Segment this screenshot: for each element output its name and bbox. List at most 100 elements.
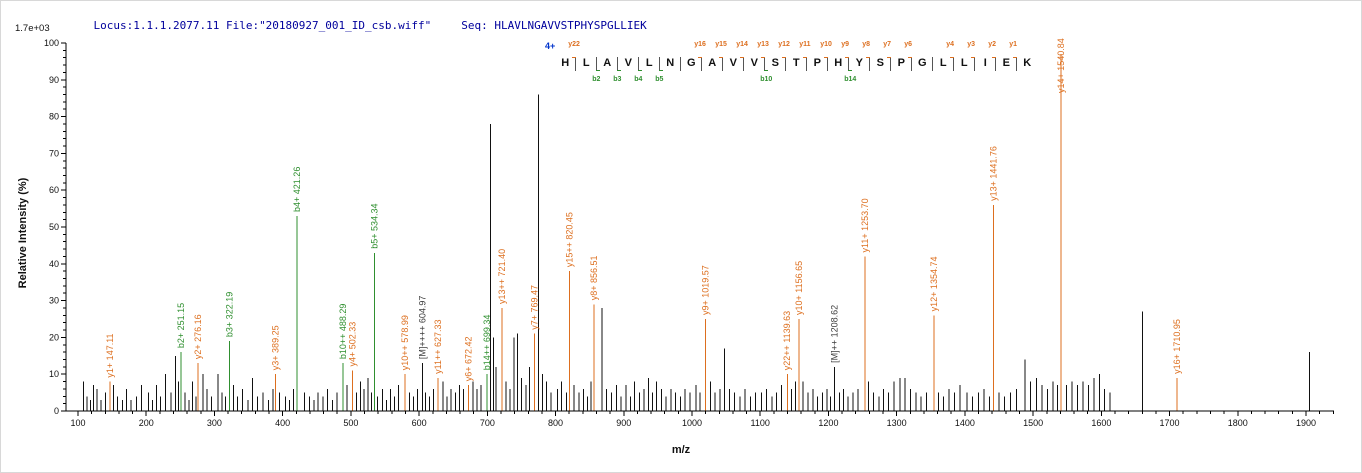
peak-label: y1+ 147.11 [105, 333, 115, 377]
svg-text:900: 900 [616, 418, 631, 428]
svg-text:10: 10 [49, 369, 59, 379]
svg-text:1000: 1000 [682, 418, 702, 428]
y-axis-max-intensity-label: 1.7e+03 [15, 23, 50, 34]
peak-label: b3+ 322.19 [225, 292, 235, 337]
y-ion-hook [698, 57, 703, 58]
b-ion-hook [848, 70, 853, 71]
y-ion-hook [740, 57, 745, 58]
y-ion-hook [824, 57, 829, 58]
svg-text:50: 50 [49, 222, 59, 232]
fragment-boundary: y15 [715, 39, 727, 89]
peak-label: y16+ 1710.95 [1172, 319, 1182, 374]
y-ion-marker-label: y10 [820, 41, 832, 48]
fragment-boundary: b2 [592, 39, 601, 89]
fragment-boundary: y8 [862, 39, 874, 89]
residue: V [729, 57, 737, 69]
sequence-label: Seq: HLAVLNGAVVSTPHYSPGLLIEK [461, 19, 647, 32]
peak-label: y8+ 856.51 [589, 255, 599, 300]
peak-label: y13+ 1441.76 [988, 146, 998, 201]
fragment-boundary [676, 39, 685, 89]
svg-text:1600: 1600 [1091, 418, 1111, 428]
b-ion-marker-label: b3 [613, 76, 622, 83]
svg-text:30: 30 [49, 296, 59, 306]
y-ion-marker-label: y13 [757, 41, 769, 48]
residue: V [624, 57, 632, 69]
y-ion-marker-label: y12 [778, 41, 790, 48]
peak-label: y10++ 578.99 [400, 315, 410, 370]
y-ion-hook [908, 57, 913, 58]
peak-label: y14+ 1540.84 [1056, 38, 1066, 93]
svg-text:300: 300 [207, 418, 222, 428]
y-ion-hook [782, 57, 787, 58]
peak-label: y12+ 1354.74 [929, 257, 939, 312]
peak-label: y10+ 1156.65 [794, 261, 804, 315]
x-axis-title: m/z [672, 444, 691, 456]
svg-text:700: 700 [480, 418, 495, 428]
svg-text:1500: 1500 [1023, 418, 1043, 428]
svg-text:90: 90 [49, 75, 59, 85]
peak-label: y13++ 721.40 [497, 249, 507, 304]
y-ion-hook [719, 57, 724, 58]
b-ion-hook [659, 70, 664, 71]
y-ion-hook [761, 57, 766, 58]
y-axis-title: Relative Intensity (%) [17, 177, 29, 288]
y-ion-marker-label: y4 [946, 41, 955, 48]
y-ion-hook [971, 57, 976, 58]
y-ion-marker-label: y14 [736, 41, 748, 48]
b-ion-hook [617, 70, 622, 71]
svg-text:1300: 1300 [887, 418, 907, 428]
svg-text:0: 0 [54, 406, 59, 416]
y-ion-marker-label: y11 [799, 41, 811, 48]
svg-text:100: 100 [44, 38, 59, 48]
y-ion-hook [845, 57, 850, 58]
peak-label: b5+ 534.34 [369, 203, 379, 248]
b-ion-marker-label: b14 [844, 76, 857, 83]
precursor-charge-label: 4+ [545, 41, 556, 51]
residue: Y [855, 57, 863, 69]
svg-text:1200: 1200 [818, 418, 838, 428]
y-ion-marker-label: y8 [862, 41, 871, 48]
b-ion-hook [764, 70, 769, 71]
residue: K [1023, 57, 1032, 69]
peak-label: y15++ 820.45 [565, 212, 575, 267]
b-ion-marker-label: b5 [655, 76, 664, 83]
fragment-boundary: y13 b10 [757, 39, 772, 89]
residue: H [834, 57, 843, 69]
residue: L [939, 57, 947, 69]
peak-label: b14++ 699.34 [482, 315, 492, 371]
svg-text:200: 200 [139, 418, 154, 428]
peak-label: b10++ 488.29 [338, 304, 348, 360]
locus-file-label: Locus:1.1.1.2077.11 File:"20180927_001_I… [93, 19, 432, 32]
fragment-boundary: y11 [799, 39, 811, 89]
svg-text:20: 20 [49, 332, 59, 342]
residue: L [645, 57, 653, 69]
fragment-boundary: y1 [1009, 39, 1021, 89]
peak-label: y7+ 769.47 [530, 285, 540, 330]
fragment-boundary: y4 [946, 39, 958, 89]
b-ion-hook [596, 70, 601, 71]
svg-text:600: 600 [412, 418, 427, 428]
fragment-boundary: y3 [967, 39, 979, 89]
svg-text:500: 500 [343, 418, 358, 428]
y-ion-marker-label: y1 [1009, 41, 1018, 48]
fragment-boundary: b5 [655, 39, 664, 89]
peak-label: y11+ 1253.70 [860, 198, 870, 252]
b-ion-hook [638, 70, 643, 71]
fragment-boundary: y10 [820, 39, 832, 89]
y-ion-hook [1013, 57, 1018, 58]
y-ion-marker-label: y22 [568, 41, 580, 48]
svg-text:1700: 1700 [1160, 418, 1180, 428]
residue: I [983, 57, 987, 69]
svg-text:1400: 1400 [955, 418, 975, 428]
fragment-boundary: y22 [568, 39, 580, 89]
peak-label: b4+ 421.26 [292, 167, 302, 212]
svg-text:100: 100 [70, 418, 85, 428]
residue: L [582, 57, 590, 69]
residue: T [792, 57, 800, 69]
svg-text:40: 40 [49, 259, 59, 269]
y-ion-hook [572, 57, 577, 58]
peak-label: y11++ 627.33 [433, 319, 443, 373]
peak-label: y4+ 502.33 [347, 322, 357, 367]
y-ion-hook [866, 57, 871, 58]
